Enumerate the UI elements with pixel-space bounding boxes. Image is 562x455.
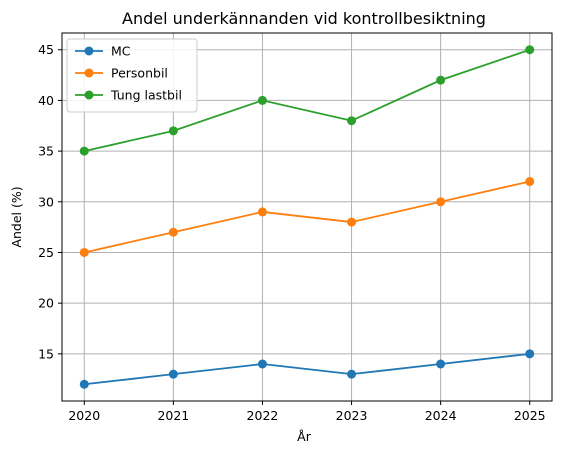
data-point [168,369,178,379]
x-tick-label: 2023 [336,408,368,423]
data-point [79,247,89,257]
data-point [79,146,89,156]
series-line [84,352,530,386]
data-point [525,349,535,359]
data-point [347,217,357,227]
data-point [257,359,267,369]
x-tick-label: 2020 [68,408,100,423]
x-axis-label: År [297,429,312,444]
y-axis-label: Andel (%) [9,186,24,247]
legend-label: Tung lastbil [110,88,182,103]
legend-marker [84,68,94,78]
legend-label: Personbil [111,66,168,81]
plot-frame [61,32,553,402]
y-tick-label: 40 [38,93,54,108]
y-tick-label: 35 [38,144,54,159]
data-point [257,207,267,217]
x-tick-label: 2025 [514,408,546,423]
data-point [525,45,535,55]
data-point [347,116,357,126]
x-tick-label: 2024 [425,408,457,423]
y-axis-ticks: 15 20 25 30 35 40 45 [38,42,62,361]
y-tick-label: 20 [38,296,54,311]
y-tick-label: 30 [38,194,54,209]
data-point [168,227,178,237]
x-tick-label: 2022 [247,408,279,423]
plot-series [79,45,535,389]
legend-marker [84,90,94,100]
y-tick-label: 15 [38,346,54,361]
y-tick-label: 25 [38,245,54,260]
data-point [347,369,357,379]
legend-label: MC [111,44,131,59]
legend: MC Personbil Tung lastbil [66,38,198,113]
data-point [168,126,178,136]
data-point [257,95,267,105]
data-point [436,75,446,85]
legend-marker [84,46,94,56]
series-line [84,180,530,254]
legend-frame [66,38,198,113]
data-point [525,177,535,187]
x-axis-ticks: 2020 2021 2022 2023 2024 2025 [68,401,546,423]
data-point [436,197,446,207]
y-tick-label: 45 [38,42,54,57]
chart-title: Andel underkännanden vid kontrollbesiktn… [122,9,486,28]
data-point [436,359,446,369]
series-line [84,48,531,152]
x-tick-label: 2021 [157,408,189,423]
data-point [79,379,89,389]
